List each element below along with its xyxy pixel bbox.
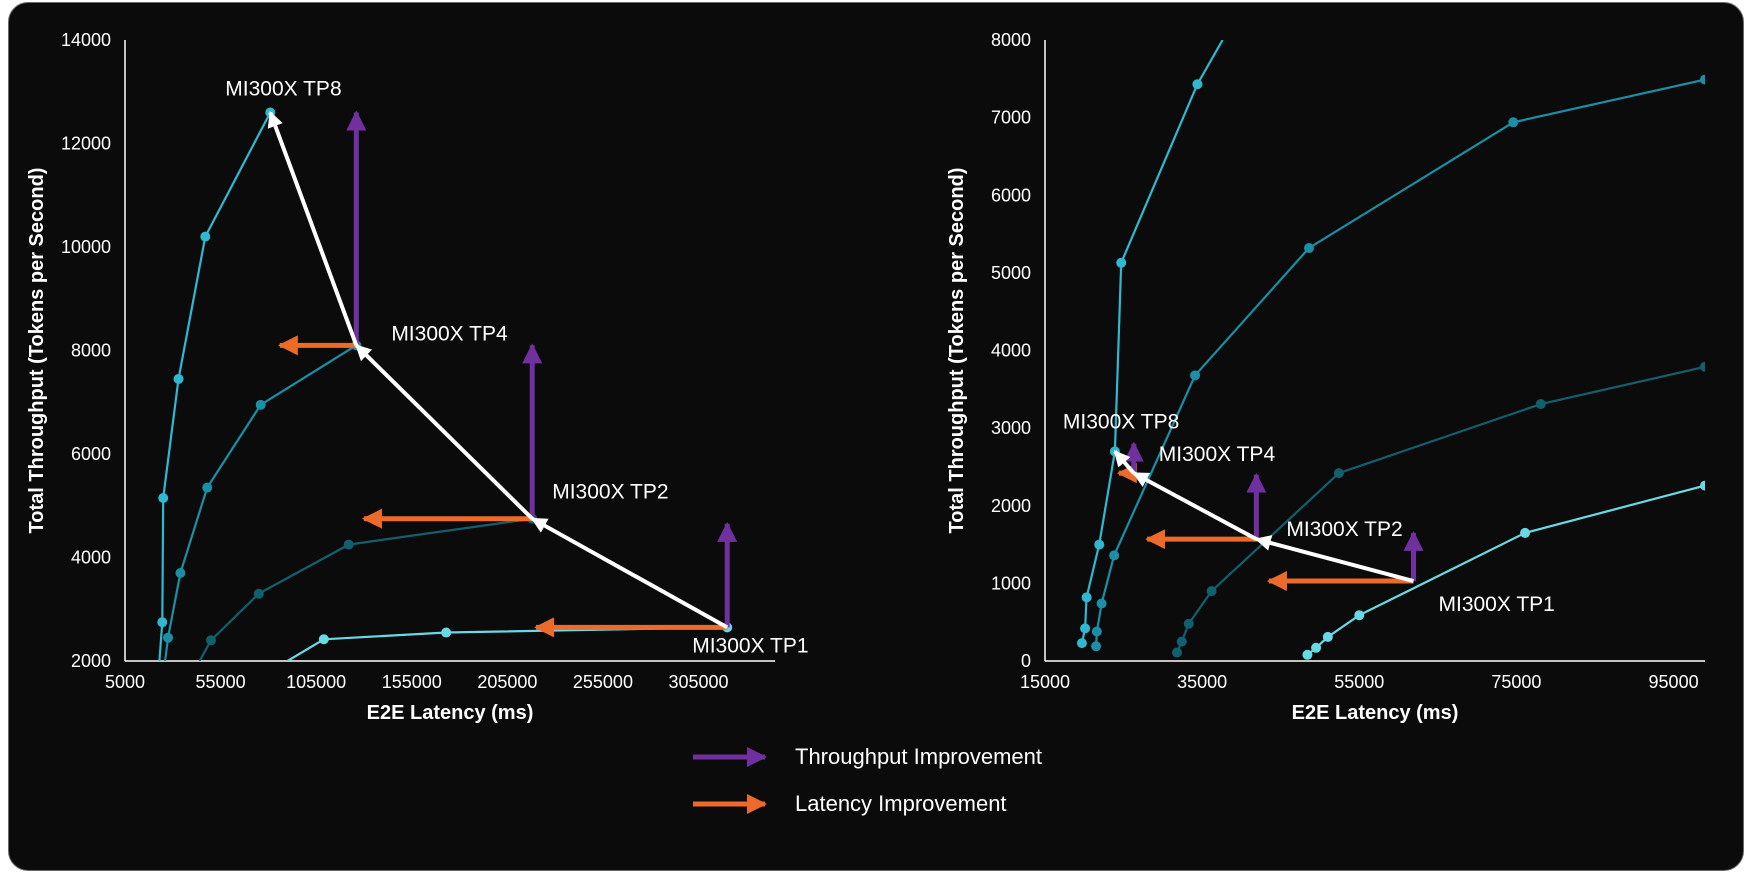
y-tick-label: 3000 [991, 418, 1031, 438]
chart-1: 2000 4000 6000 8000 10000 12000 14000 5000 55000… [26, 30, 809, 724]
data-point [202, 483, 212, 493]
annotation-label: MI300X TP4 [1159, 443, 1276, 466]
series-line-1 [1082, 40, 1223, 643]
series-line-2 [1096, 80, 1705, 647]
y-tick-label: 8000 [71, 341, 111, 361]
tp-transition-arrow [270, 112, 356, 345]
x-tick-label: 5000 [105, 672, 145, 692]
data-point [200, 232, 210, 242]
legend-throughput-label: Throughput Improvement [795, 744, 1042, 769]
data-point [1334, 468, 1344, 478]
data-point [1304, 243, 1314, 253]
tp-transition-arrow [532, 519, 727, 628]
x-tick-label: 305000 [668, 672, 728, 692]
y-tick-label: 6000 [991, 185, 1031, 205]
x-tick-label: 155000 [382, 672, 442, 692]
data-point [1354, 610, 1364, 620]
data-point [1323, 632, 1333, 642]
data-point [174, 374, 184, 384]
tp-transition-arrow [1115, 451, 1134, 473]
annotation-label: MI300X TP4 [391, 322, 508, 345]
tp-transition-arrow [1256, 539, 1413, 581]
data-point [1700, 75, 1710, 85]
y-tick-label: 0 [1021, 651, 1031, 671]
y-tick-label: 14000 [61, 30, 111, 50]
data-point [157, 617, 167, 627]
x-axis-label: E2E Latency (ms) [367, 702, 534, 724]
annotation-label: MI300X TP8 [225, 77, 341, 100]
y-tick-label: 2000 [991, 496, 1031, 516]
data-point [1520, 528, 1530, 538]
x-tick-label: 55000 [1334, 672, 1384, 692]
y-tick-label: 12000 [61, 134, 111, 154]
data-point [254, 589, 264, 599]
data-point [1302, 650, 1312, 660]
series-line-4 [288, 627, 728, 661]
data-point [1092, 627, 1102, 637]
y-tick-label: 2000 [71, 651, 111, 671]
y-tick-label: 5000 [991, 263, 1031, 283]
y-tick-label: 7000 [991, 108, 1031, 128]
data-point [256, 400, 266, 410]
y-tick-label: 1000 [991, 573, 1031, 593]
data-point [175, 568, 185, 578]
series-line-1 [159, 113, 270, 662]
y-axis-label: Total Throughput (Tokens per Second) [26, 168, 48, 534]
data-point [1700, 362, 1710, 372]
y-tick-label: 6000 [71, 444, 111, 464]
y-axis-label: Total Throughput (Tokens per Second) [946, 168, 968, 534]
x-tick-label: 95000 [1649, 672, 1699, 692]
data-point [1192, 79, 1202, 89]
data-point [1097, 599, 1107, 609]
data-point [1536, 399, 1546, 409]
data-point [1508, 117, 1518, 127]
data-point [1172, 647, 1182, 657]
y-tick-label: 4000 [991, 341, 1031, 361]
data-point [344, 540, 354, 550]
legend: Throughput Improvement Latency Improveme… [693, 744, 1042, 816]
data-point [441, 628, 451, 638]
data-point [1109, 550, 1119, 560]
y-tick-label: 10000 [61, 237, 111, 257]
x-tick-label: 105000 [286, 672, 346, 692]
x-tick-label: 205000 [477, 672, 537, 692]
annotation-label: MI300X TP1 [1439, 593, 1555, 616]
data-point [1094, 540, 1104, 550]
data-point [1077, 638, 1087, 648]
data-point [1184, 619, 1194, 629]
data-point [1700, 481, 1710, 491]
x-axis-label: E2E Latency (ms) [1292, 702, 1459, 724]
chart-2: 0 1000 2000 3000 4000 5000 6000 7000 8000 15000 35… [946, 30, 1710, 724]
data-point [1311, 643, 1321, 653]
data-point [1207, 586, 1217, 596]
tp-transition-arrow [1134, 473, 1257, 539]
y-tick-label: 4000 [71, 548, 111, 568]
x-tick-label: 35000 [1177, 672, 1227, 692]
tp-transition-arrow [356, 345, 532, 518]
x-tick-label: 15000 [1020, 672, 1070, 692]
data-point [1190, 370, 1200, 380]
x-tick-label: 75000 [1491, 672, 1541, 692]
annotation-label: MI300X TP2 [552, 481, 668, 504]
series-line-2 [165, 345, 356, 661]
data-point [158, 493, 168, 503]
data-point [1080, 623, 1090, 633]
series-line-3 [200, 519, 533, 661]
data-point [1116, 258, 1126, 268]
data-point [163, 633, 173, 643]
data-point [1091, 641, 1101, 651]
legend-latency-label: Latency Improvement [795, 791, 1007, 816]
data-point [1177, 637, 1187, 647]
x-tick-label: 255000 [573, 672, 633, 692]
y-tick-label: 8000 [991, 30, 1031, 50]
data-point [1082, 592, 1092, 602]
annotation-label: MI300X TP8 [1063, 410, 1179, 433]
x-tick-label: 55000 [196, 672, 246, 692]
annotation-label: MI300X TP2 [1286, 518, 1402, 541]
annotation-label: MI300X TP1 [692, 634, 808, 657]
data-point [319, 634, 329, 644]
data-point [206, 635, 216, 645]
